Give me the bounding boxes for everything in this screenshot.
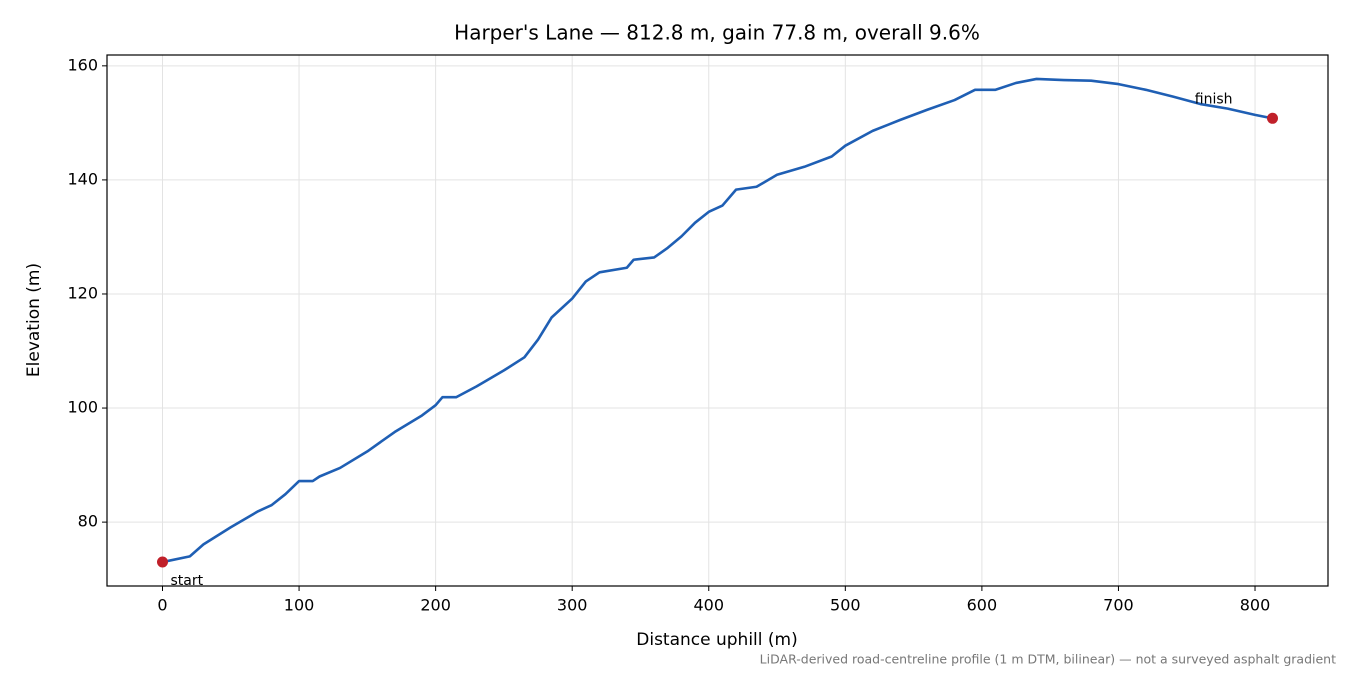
y-tick-label: 80 — [78, 512, 98, 531]
y-axis-label: Elevation (m) — [24, 263, 44, 377]
plot-frame — [106, 54, 1329, 587]
x-tick-label: 200 — [420, 596, 451, 615]
annotation-label: start — [171, 573, 204, 589]
x-tick-label: 600 — [967, 596, 998, 615]
endpoint-marker — [157, 556, 168, 568]
footnote: LiDAR-derived road-centreline profile (1… — [760, 652, 1336, 667]
y-tick-label: 120 — [67, 283, 98, 302]
x-tick-label: 0 — [157, 596, 167, 615]
x-tick-label: 500 — [830, 596, 861, 615]
x-tick-label: 100 — [284, 596, 315, 615]
chart-title: Harper's Lane — 812.8 m, gain 77.8 m, ov… — [454, 21, 980, 45]
annotation-label: finish — [1195, 91, 1233, 107]
elevation-line — [162, 77, 1273, 564]
endpoint-marker — [1267, 112, 1278, 124]
x-axis-label: Distance uphill (m) — [636, 630, 797, 650]
x-tick-label: 300 — [557, 596, 588, 615]
y-tick-label: 140 — [67, 169, 98, 188]
y-tick-label: 160 — [67, 55, 98, 74]
y-tick-label: 100 — [67, 398, 98, 417]
x-tick-label: 700 — [1103, 596, 1134, 615]
x-tick-label: 800 — [1240, 596, 1271, 615]
x-tick-label: 400 — [693, 596, 724, 615]
